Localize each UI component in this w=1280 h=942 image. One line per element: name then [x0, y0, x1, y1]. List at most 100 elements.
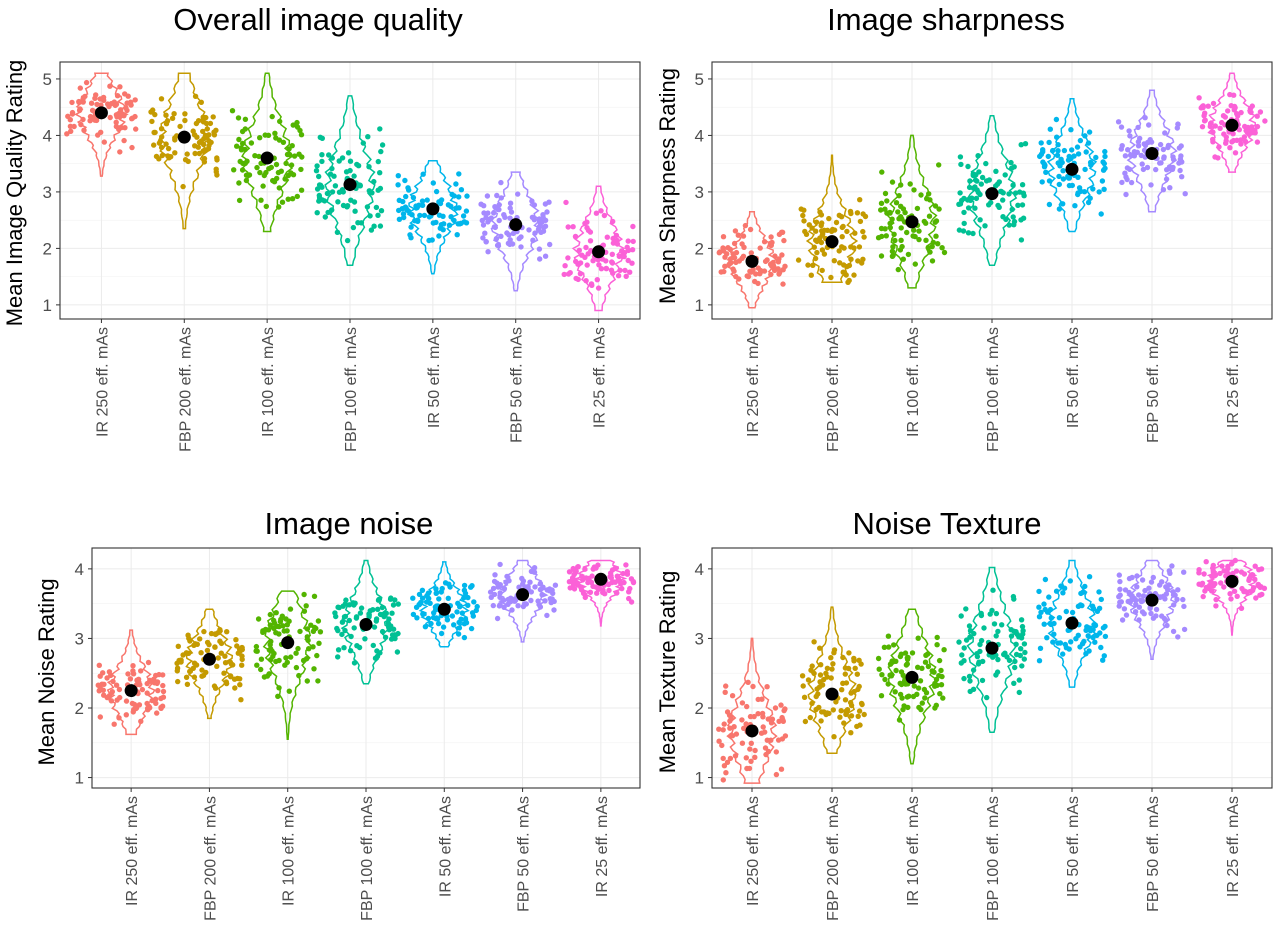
- data-point: [133, 705, 140, 711]
- data-point: [598, 208, 604, 214]
- data-point: [1100, 625, 1107, 631]
- data-point: [830, 661, 836, 667]
- data-point: [1257, 592, 1263, 598]
- mean-marker: [1065, 616, 1079, 630]
- mean-marker: [124, 684, 138, 698]
- data-point: [80, 116, 86, 123]
- data-point: [496, 603, 503, 609]
- data-point: [1213, 603, 1219, 609]
- data-point: [159, 152, 165, 159]
- data-point: [111, 721, 117, 727]
- data-point: [451, 193, 457, 199]
- data-point: [630, 238, 636, 245]
- data-point: [1238, 569, 1245, 575]
- data-point: [929, 258, 936, 264]
- data-point: [721, 721, 727, 727]
- data-point: [221, 670, 227, 676]
- data-point: [736, 258, 742, 264]
- data-point: [1009, 206, 1015, 213]
- data-point: [811, 670, 817, 677]
- data-point: [224, 629, 230, 635]
- data-point: [721, 268, 727, 275]
- data-point: [1148, 182, 1154, 188]
- data-point: [1075, 191, 1081, 198]
- y-tick-label: 1: [75, 769, 84, 788]
- data-point: [500, 597, 507, 603]
- data-point: [935, 241, 941, 247]
- data-point: [1127, 133, 1133, 139]
- data-point: [1098, 644, 1104, 651]
- data-point: [1242, 588, 1248, 594]
- data-point: [239, 662, 245, 668]
- data-point: [886, 644, 892, 650]
- data-point: [526, 227, 532, 233]
- data-point: [1010, 214, 1016, 220]
- data-point: [934, 642, 940, 648]
- data-point: [758, 267, 764, 274]
- data-point: [878, 253, 885, 259]
- data-point: [238, 697, 244, 703]
- data-point: [854, 210, 861, 216]
- data-point: [504, 573, 510, 580]
- data-point: [436, 199, 442, 205]
- data-point: [814, 249, 820, 256]
- data-point: [283, 655, 289, 661]
- mean-marker: [426, 202, 440, 216]
- data-point: [1134, 584, 1140, 590]
- x-tick-label: IR 100 eff. mAs: [905, 327, 922, 437]
- data-point: [1006, 222, 1012, 228]
- data-point: [625, 257, 631, 264]
- data-point: [257, 169, 263, 176]
- data-point: [1077, 137, 1084, 144]
- data-point: [370, 642, 376, 649]
- x-tick-label: FBP 200 eff. mAs: [825, 796, 842, 921]
- data-point: [1136, 617, 1142, 623]
- data-point: [315, 618, 322, 624]
- data-point: [940, 695, 946, 701]
- data-point: [1086, 129, 1093, 135]
- data-point: [419, 198, 426, 204]
- data-point: [993, 633, 999, 639]
- data-point: [239, 656, 245, 663]
- data-point: [200, 128, 206, 135]
- data-point: [1202, 110, 1208, 116]
- data-point: [303, 603, 309, 609]
- data-point: [148, 678, 154, 684]
- data-point: [828, 274, 834, 281]
- data-point: [960, 228, 967, 234]
- data-point: [941, 647, 947, 653]
- data-point: [1147, 605, 1153, 612]
- data-point: [1135, 143, 1142, 149]
- data-point: [375, 606, 381, 612]
- data-point: [456, 171, 462, 177]
- data-point: [819, 232, 825, 238]
- data-point: [1231, 92, 1237, 98]
- data-point: [129, 700, 136, 707]
- data-point: [919, 665, 925, 671]
- data-point: [378, 148, 384, 155]
- data-point: [971, 630, 977, 637]
- data-point: [316, 182, 323, 188]
- data-point: [483, 239, 489, 245]
- data-point: [316, 173, 322, 180]
- data-point: [1135, 139, 1142, 145]
- data-point: [1053, 116, 1060, 123]
- data-point: [257, 135, 263, 141]
- x-tick-label: FBP 100 eff. mAs: [985, 796, 1002, 921]
- data-point: [578, 587, 585, 593]
- data-point: [462, 590, 469, 597]
- data-point: [344, 237, 351, 244]
- data-point: [570, 224, 576, 230]
- violin-outline: [966, 114, 1018, 267]
- data-point: [132, 97, 138, 103]
- data-point: [346, 602, 353, 608]
- data-point: [839, 234, 845, 240]
- data-point: [593, 210, 600, 216]
- data-point: [615, 273, 622, 279]
- data-point: [237, 158, 243, 165]
- data-point: [892, 237, 898, 244]
- data-point: [840, 269, 846, 275]
- mean-marker: [94, 106, 108, 120]
- data-point: [352, 208, 358, 214]
- data-point: [1137, 597, 1144, 603]
